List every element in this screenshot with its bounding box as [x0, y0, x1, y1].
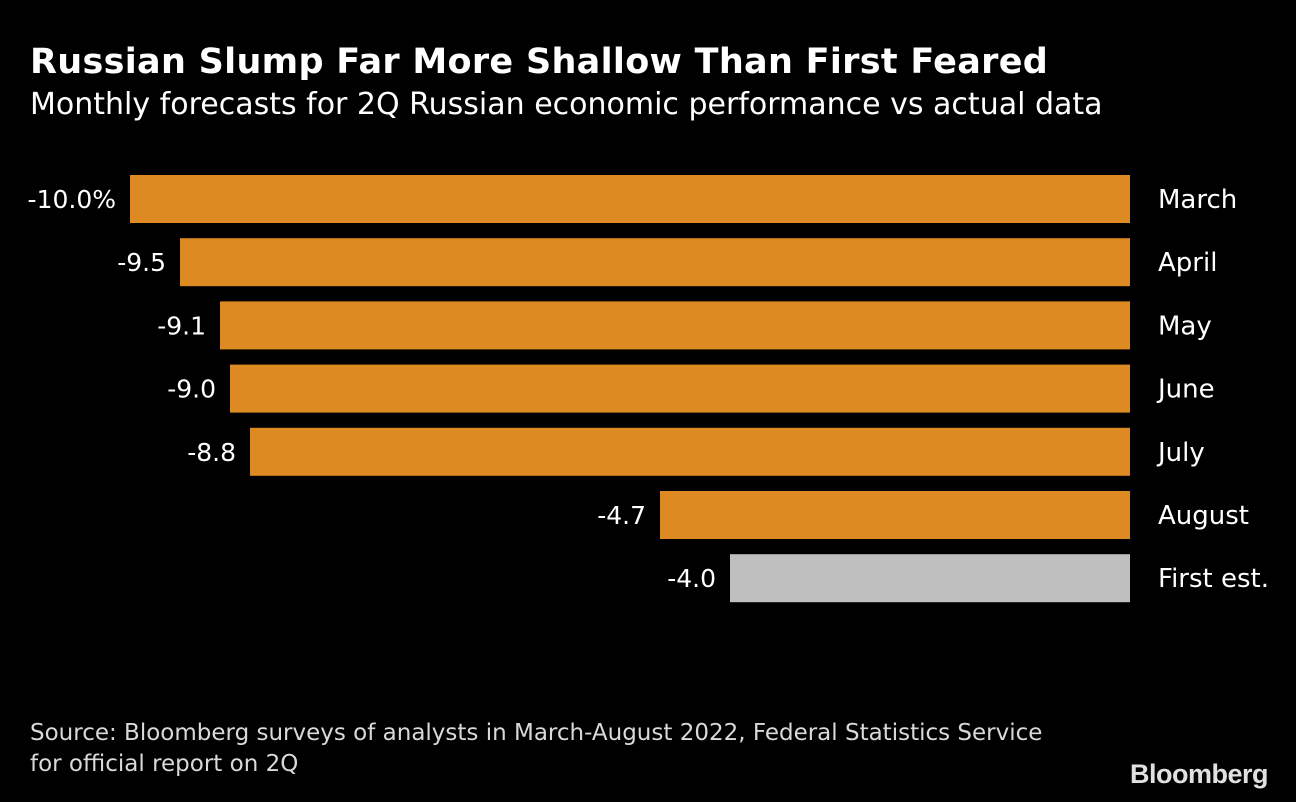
data-label: -9.1 — [157, 311, 206, 340]
category-label: April — [1158, 248, 1217, 278]
data-label: -9.0 — [167, 375, 216, 404]
bar — [230, 364, 1130, 413]
chart-title: Russian Slump Far More Shallow Than Firs… — [30, 42, 1049, 82]
category-label: June — [1156, 375, 1215, 405]
bar — [180, 238, 1130, 287]
bloomberg-logo: Bloomberg — [1129, 759, 1269, 789]
data-label: -10.0% — [28, 185, 116, 214]
source-note: Source: Bloomberg surveys of analysts in… — [30, 720, 1043, 777]
category-label: First est. — [1158, 564, 1269, 594]
category-label: August — [1158, 501, 1249, 531]
data-label: -9.5 — [117, 248, 166, 277]
data-label: -8.8 — [187, 438, 236, 467]
data-label: -4.7 — [597, 501, 646, 530]
bar — [250, 427, 1130, 476]
bar — [730, 554, 1130, 603]
chart-subtitle: Monthly forecasts for 2Q Russian economi… — [30, 87, 1103, 122]
bar-chart: -10.0% March -9.5 April -9.1 May -9.0 June -8.8 J… — [28, 175, 1269, 603]
bar — [130, 175, 1130, 223]
category-label: May — [1158, 311, 1212, 341]
bar — [660, 491, 1130, 539]
bar — [220, 301, 1130, 350]
category-label: March — [1158, 185, 1237, 215]
data-label: -4.0 — [667, 564, 716, 593]
category-label: July — [1156, 438, 1205, 468]
